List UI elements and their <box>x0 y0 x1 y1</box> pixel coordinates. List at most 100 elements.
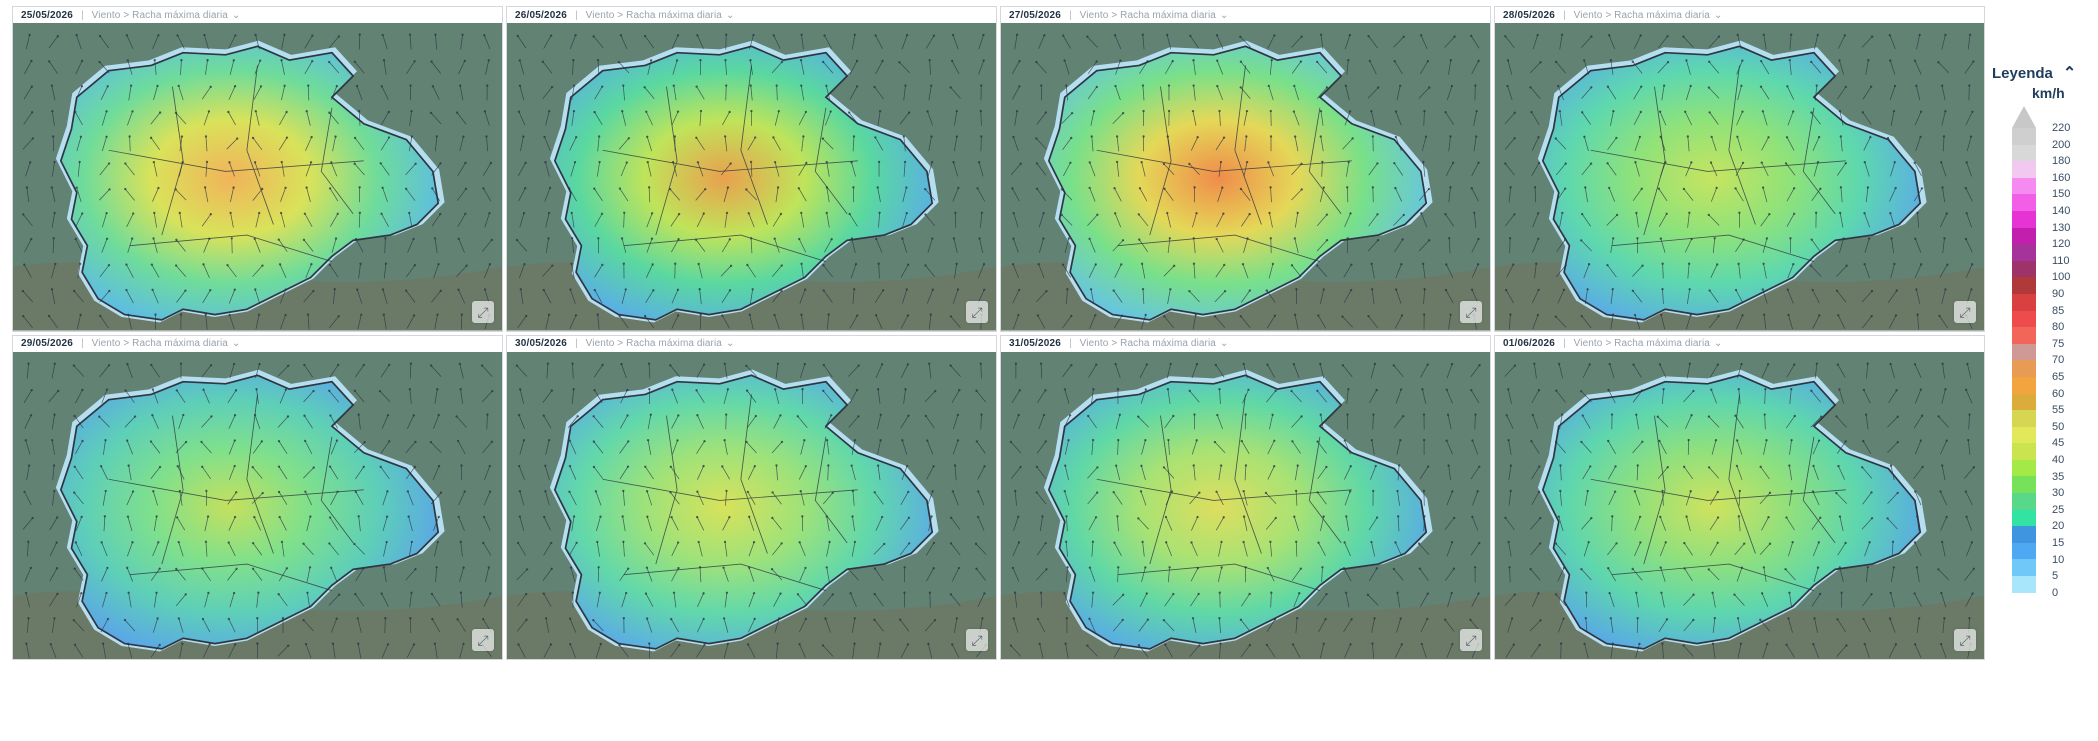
header-divider: | <box>81 338 84 349</box>
map-panel: 29/05/2026 | Viento > Racha máxima diaria ⌄… <box>12 334 503 660</box>
header-divider: | <box>1563 338 1566 349</box>
map-svg <box>507 351 996 659</box>
legend-color-swatch <box>2012 459 2036 477</box>
legend-value-label: 150 <box>2052 188 2071 201</box>
chevron-down-icon[interactable]: ⌄ <box>725 338 735 349</box>
variable-selector[interactable]: Viento > Racha máxima diaria <box>91 9 228 21</box>
variable-selector[interactable]: Viento > Racha máxima diaria <box>1079 9 1216 21</box>
legend-color-swatch <box>2012 476 2036 494</box>
legend-value-label: 70 <box>2052 354 2065 367</box>
variable-selector[interactable]: Viento > Racha máxima diaria <box>1573 338 1710 349</box>
chevron-up-icon[interactable]: ⌃ <box>2062 65 2077 82</box>
map-panel-header: 31/05/2026 | Viento > Racha máxima diaria ⌄ <box>1001 335 1490 352</box>
map-svg <box>1001 351 1490 659</box>
legend-scale: 220 200 180 160 150 140 130 120 110 100 90 85 80 75 70… <box>2012 106 2070 599</box>
legend-color-swatch <box>2012 576 2036 593</box>
legend-value-label: 20 <box>2052 520 2065 533</box>
wind-gust-map[interactable]: ⤢ <box>507 23 996 331</box>
map-panel: 25/05/2026 | Viento > Racha máxima diaria ⌄… <box>12 6 503 332</box>
chevron-down-icon[interactable]: ⌄ <box>1713 338 1723 349</box>
legend-color-swatch <box>2012 393 2036 411</box>
chevron-down-icon[interactable]: ⌄ <box>725 9 735 21</box>
expand-icon[interactable]: ⤢ <box>1460 629 1482 651</box>
chevron-down-icon[interactable]: ⌄ <box>1219 338 1229 349</box>
map-panel: 26/05/2026 | Viento > Racha máxima diaria ⌄… <box>506 6 997 332</box>
expand-icon[interactable]: ⤢ <box>966 300 988 323</box>
map-panel-header: 29/05/2026 | Viento > Racha máxima diaria ⌄ <box>13 335 502 352</box>
legend-value-label: 5 <box>2052 570 2059 583</box>
legend-color-swatch <box>2012 161 2036 178</box>
panel-date: 30/05/2026 <box>515 338 568 349</box>
panel-date: 25/05/2026 <box>21 9 74 21</box>
map-grid: 25/05/2026 | Viento > Racha máxima diaria ⌄… <box>12 6 1985 660</box>
header-divider: | <box>81 9 84 21</box>
legend-color-swatch <box>2012 410 2036 427</box>
variable-selector[interactable]: Viento > Racha máxima diaria <box>91 338 228 349</box>
wind-gust-map[interactable]: ⤢ <box>13 23 502 331</box>
header-divider: | <box>1069 9 1072 21</box>
variable-selector[interactable]: Viento > Racha máxima diaria <box>1079 338 1216 349</box>
legend-header[interactable]: Leyenda ⌃ <box>1992 63 2096 83</box>
wind-gust-map[interactable]: ⤢ <box>1495 23 1984 331</box>
legend-panel: Leyenda ⌃ km/h 220 200 180 160 150 140 130 120 1… <box>1992 63 2096 599</box>
map-svg <box>13 351 502 659</box>
legend-color-swatch <box>2012 327 2036 344</box>
legend-color-swatch <box>2012 144 2036 162</box>
legend-color-swatch <box>2012 244 2036 261</box>
chevron-down-icon[interactable]: ⌄ <box>231 338 241 349</box>
chevron-down-icon[interactable]: ⌄ <box>1713 9 1723 21</box>
legend-color-swatch <box>2012 194 2036 211</box>
legend-color-swatch <box>2012 210 2036 228</box>
panel-date: 26/05/2026 <box>515 9 568 21</box>
map-panel-header: 25/05/2026 | Viento > Racha máxima diaria ⌄ <box>13 7 502 23</box>
legend-color-swatch <box>2012 542 2036 560</box>
legend-value-label: 160 <box>2052 171 2071 184</box>
wind-gust-map[interactable]: ⤢ <box>507 351 996 659</box>
legend-value-label: 60 <box>2052 387 2065 400</box>
header-divider: | <box>575 338 578 349</box>
map-panel-header: 30/05/2026 | Viento > Racha máxima diaria ⌄ <box>507 335 996 352</box>
legend-value-label: 65 <box>2052 371 2065 383</box>
wind-gust-map[interactable]: ⤢ <box>1001 23 1490 331</box>
legend-color-swatch <box>2012 177 2036 195</box>
legend-color-swatch <box>2012 310 2036 328</box>
legend-value-label: 15 <box>2052 537 2065 549</box>
map-svg <box>1001 23 1490 331</box>
legend-value-label: 80 <box>2052 321 2065 334</box>
wind-gust-map[interactable]: ⤢ <box>13 351 502 659</box>
legend-value-label: 220 <box>2052 122 2071 134</box>
legend-value-label: 0 <box>2052 586 2059 599</box>
chevron-down-icon[interactable]: ⌄ <box>231 9 241 21</box>
variable-selector[interactable]: Viento > Racha máxima diaria <box>585 9 722 21</box>
expand-icon[interactable]: ⤢ <box>1954 300 1976 323</box>
legend-value-label: 120 <box>2052 238 2071 251</box>
expand-icon[interactable]: ⤢ <box>1954 629 1976 651</box>
map-panel: 01/06/2026 | Viento > Racha máxima diaria ⌄… <box>1494 334 1985 660</box>
expand-icon[interactable]: ⤢ <box>1460 300 1482 323</box>
map-panel: 28/05/2026 | Viento > Racha máxima diaria ⌄… <box>1494 6 1985 332</box>
legend-color-swatch <box>2012 293 2036 311</box>
legend-value-label: 55 <box>2052 404 2065 417</box>
panel-date: 27/05/2026 <box>1009 9 1062 21</box>
variable-selector[interactable]: Viento > Racha máxima diaria <box>585 338 722 349</box>
wind-gust-map[interactable]: ⤢ <box>1495 351 1984 659</box>
legend-color-swatch <box>2012 526 2036 543</box>
map-panel: 27/05/2026 | Viento > Racha máxima diaria ⌄… <box>1000 6 1491 332</box>
expand-icon[interactable]: ⤢ <box>966 629 988 651</box>
map-svg <box>507 23 996 331</box>
variable-selector[interactable]: Viento > Racha máxima diaria <box>1573 9 1710 21</box>
legend-value-label: 140 <box>2052 205 2071 217</box>
legend-value-label: 10 <box>2052 553 2065 566</box>
legend-color-swatch <box>2012 493 2036 510</box>
wind-gust-map[interactable]: ⤢ <box>1001 351 1490 659</box>
legend-value-label: 110 <box>2052 254 2070 267</box>
chevron-down-icon[interactable]: ⌄ <box>1219 9 1229 21</box>
legend-value-label: 25 <box>2052 503 2065 516</box>
legend-color-swatch <box>2012 343 2036 361</box>
expand-icon[interactable]: ⤢ <box>472 300 494 323</box>
expand-icon[interactable]: ⤢ <box>472 629 494 651</box>
legend-overflow-triangle <box>2012 106 2036 128</box>
map-svg <box>1495 23 1984 331</box>
panel-date: 29/05/2026 <box>21 338 74 349</box>
panel-date: 31/05/2026 <box>1009 338 1062 349</box>
